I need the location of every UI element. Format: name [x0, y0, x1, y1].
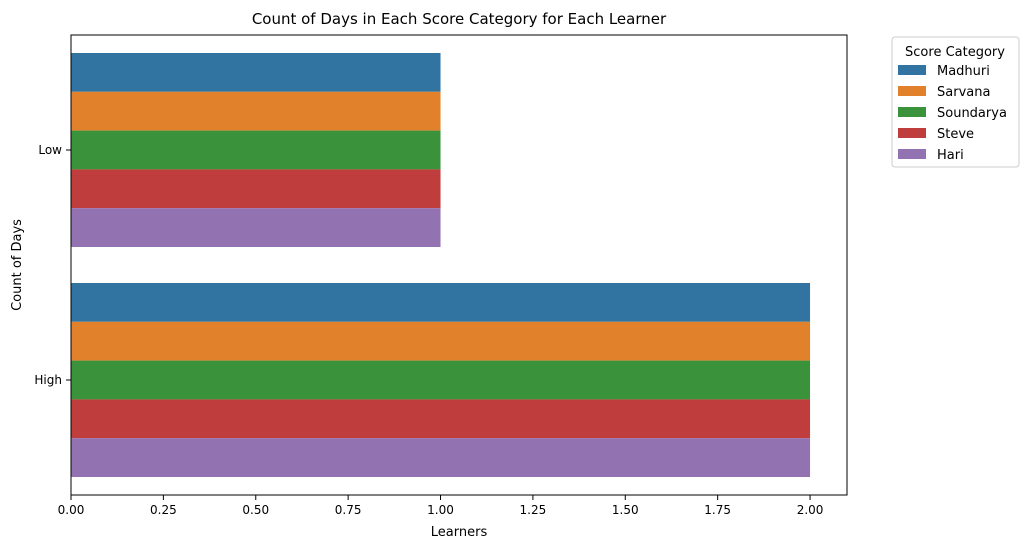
bar-sarvana-high: [71, 321, 811, 361]
x-tick-label: 1.75: [704, 503, 731, 517]
x-tick-label: 1.25: [520, 503, 547, 517]
x-axis-label: Learners: [431, 525, 488, 540]
legend-label-steve: Steve: [937, 127, 974, 142]
x-tick-label: 2.00: [797, 503, 824, 517]
legend-swatch-steve: [898, 128, 926, 138]
legend-swatch-soundarya: [898, 107, 926, 117]
x-axis: 0.00 0.25 0.50 0.75 1.00 1.25 1.50 1.75 2.00: [58, 495, 824, 517]
bar-steve-high: [71, 399, 811, 439]
legend-label-sarvana: Sarvana: [937, 85, 990, 100]
y-tick-label: High: [34, 373, 62, 387]
bar-madhuri-low: [71, 53, 441, 92]
x-tick-label: 0.00: [58, 503, 85, 517]
bar-sarvana-low: [71, 91, 441, 131]
bar-soundarya-low: [71, 130, 441, 170]
bars-layer: [71, 53, 811, 477]
legend-swatch-sarvana: [898, 86, 926, 96]
bar-madhuri-high: [71, 283, 811, 322]
x-tick-label: 1.50: [612, 503, 639, 517]
legend-title: Score Category: [905, 45, 1005, 60]
x-tick-label: 0.75: [335, 503, 362, 517]
bar-hari-low: [71, 208, 441, 247]
x-tick-label: 1.00: [427, 503, 454, 517]
y-tick-label: Low: [38, 143, 62, 157]
chart-title: Count of Days in Each Score Category for…: [252, 10, 667, 28]
legend-swatch-madhuri: [898, 65, 926, 75]
y-axis: Low High: [34, 143, 71, 387]
plot-frame: [70, 34, 848, 496]
bar-steve-low: [71, 169, 441, 209]
bar-soundarya-high: [71, 360, 811, 400]
legend-items: Madhuri Sarvana Soundarya Steve Hari: [898, 64, 1007, 163]
y-axis-label: Count of Days: [10, 219, 25, 311]
bar-hari-high: [71, 438, 811, 477]
legend-label-hari: Hari: [937, 148, 964, 163]
legend-label-madhuri: Madhuri: [937, 64, 990, 79]
x-tick-label: 0.25: [150, 503, 177, 517]
legend-label-soundarya: Soundarya: [937, 106, 1007, 121]
legend: Score Category Madhuri Sarvana Soundarya St…: [891, 36, 1020, 168]
legend-swatch-hari: [898, 149, 926, 159]
x-tick-label: 0.50: [242, 503, 269, 517]
